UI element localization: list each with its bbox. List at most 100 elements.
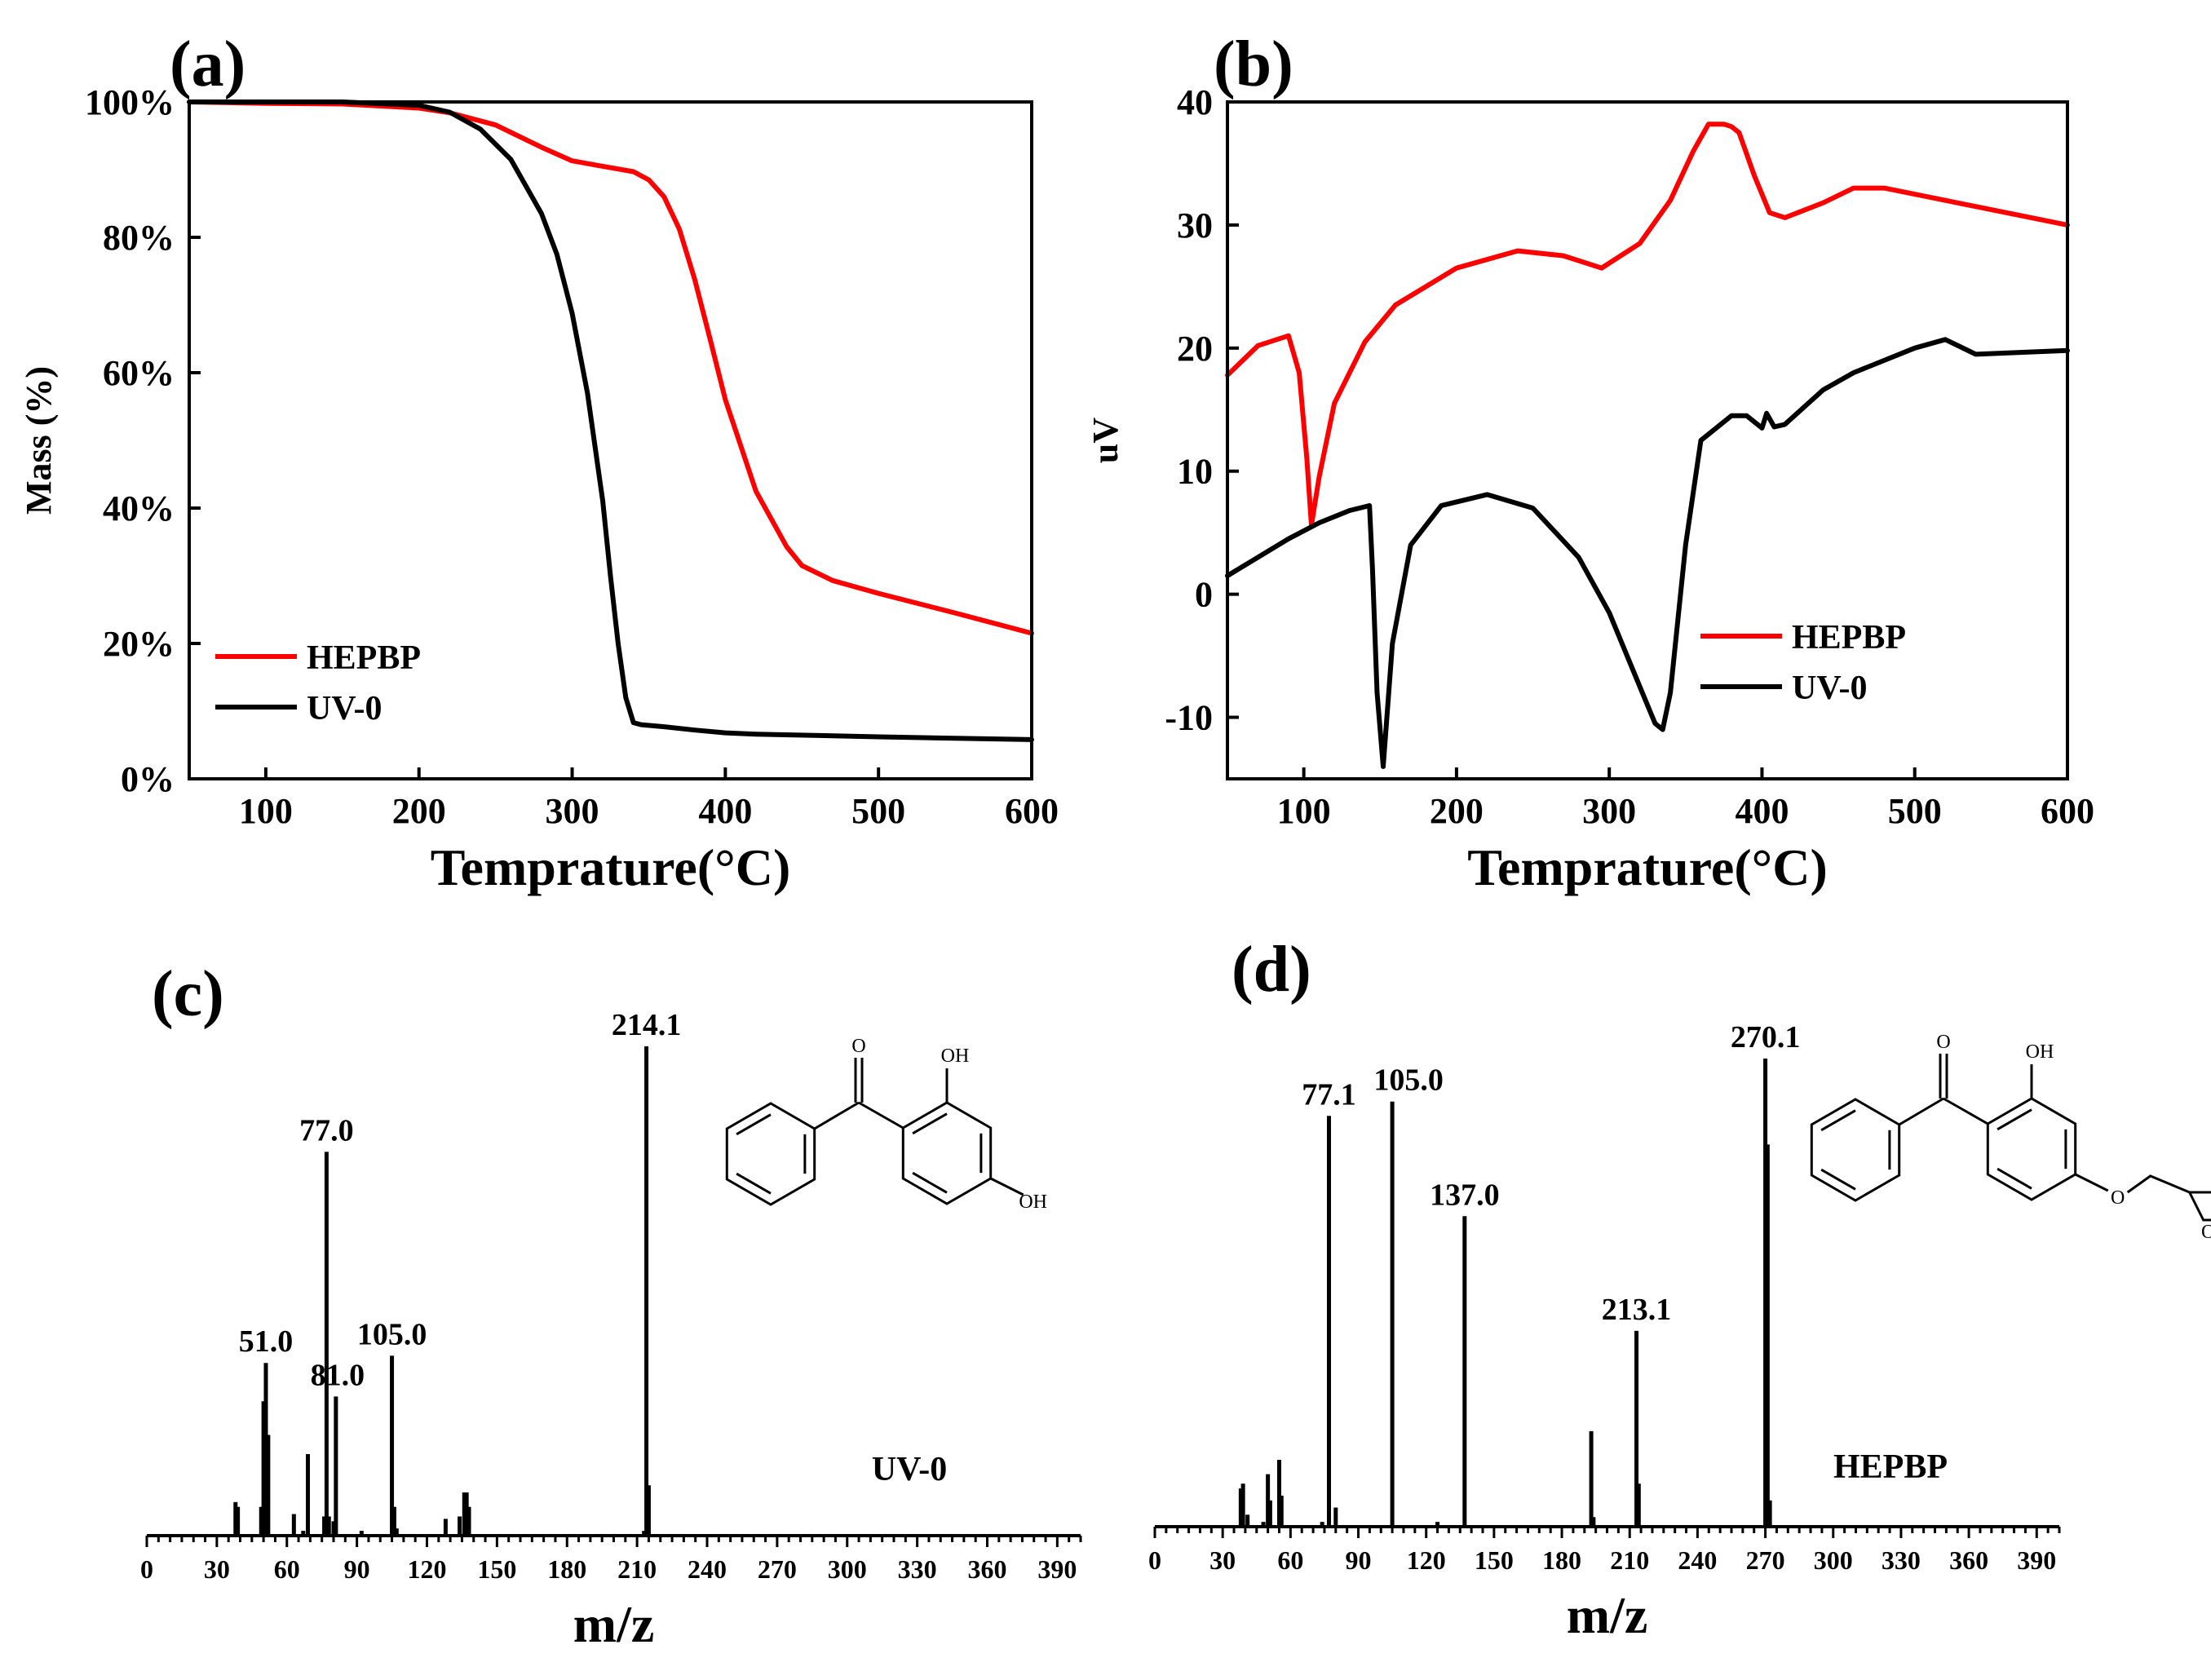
x-tick-label: 200 [392,791,446,831]
x-tick-label: 330 [1882,1545,1921,1575]
peak-label: 105.0 [1373,1063,1444,1098]
panel-label: (c) [152,958,224,1030]
x-tick-label: 120 [408,1554,447,1584]
y-tick-label: 30 [1177,206,1213,245]
sample-label: UV-0 [872,1451,948,1488]
peak-label: 77.0 [299,1113,354,1147]
x-tick-label: 600 [1005,791,1059,831]
panel-a-tga: (a) 100 200 300 400 500 600 0% 20% 40% 60% 80% 100% T… [19,29,1059,896]
y-tick-label: 0% [121,759,175,799]
legend-label-hepbp: HEPBP [1792,619,1906,657]
x-tick-label: 150 [1475,1545,1514,1575]
x-tick-label: 400 [1735,791,1789,831]
x-tick-label: 0 [1148,1545,1161,1575]
x-tick-label: 300 [828,1554,867,1584]
resorcinol-ring-double-bond [912,1112,948,1135]
y-tick-label: -10 [1165,698,1213,738]
panel-label: (a) [170,29,245,100]
phenyl-ring-double-bond [736,1113,772,1136]
x-tick-label: 30 [204,1554,230,1584]
series-line-hepbp [1225,122,2070,528]
y-tick-label: 80% [103,218,175,258]
panel-label: (b) [1214,29,1293,100]
hydroxyl-label: OH [941,1046,970,1067]
x-tick-label: 200 [1430,791,1484,831]
x-tick-label: 270 [1746,1545,1785,1575]
x-tick-label: 240 [688,1554,727,1584]
y-axis-title: uV [1086,418,1125,463]
x-tick-label: 500 [851,791,905,831]
bond [1943,1097,1989,1125]
ether-oxygen-label: O [2111,1187,2125,1209]
x-axis-title: Temprature(°C) [431,838,791,896]
phenyl-ring-double-bond [1820,1168,1856,1191]
panel-c-mass-spectrum: (c) 51.0 77.0 81.0 105.0 214.1 0 30 60 90 120 150 18… [140,958,1082,1653]
legend-label-uv-0: UV-0 [1792,670,1868,707]
resorcinol-ring-double-bond [1997,1108,2032,1131]
x-tick-label: 600 [2041,791,2094,831]
resorcinol-ring [1986,1097,2077,1201]
y-tick-label: 40% [103,489,175,528]
resorcinol-ring-double-bond [1997,1167,2032,1190]
plot-frame [1226,100,2069,780]
bond [813,1101,860,1130]
x-tick-label: 30 [1209,1545,1236,1575]
peak-label: 214.1 [612,1008,682,1042]
bond [858,1101,904,1130]
peak-label: 137.0 [1430,1178,1500,1212]
x-axis-title: m/z [1567,1586,1648,1644]
glycidyl-chain [2126,1174,2191,1194]
x-tick-label: 240 [1678,1545,1717,1575]
series-line-uv-0 [1225,337,2070,769]
x-tick-label: 180 [547,1554,586,1584]
carbonyl-oxygen-label: O [1936,1032,1950,1053]
x-tick-label: 90 [344,1554,370,1584]
hydroxyl-label: OH [2026,1041,2054,1063]
x-tick-label: 390 [1037,1554,1077,1584]
x-tick-label: 100 [1277,791,1331,831]
x-axis-title: m/z [573,1595,655,1653]
peak-label: 270.1 [1731,1020,1801,1054]
y-tick-label: 20% [103,624,175,664]
x-tick-label: 400 [698,791,752,831]
panel-b-dta: (b) 100 200 300 400 500 600 -10 0 10 20 30 40 Temprat… [1086,29,2094,896]
y-tick-label: 0 [1195,575,1213,615]
panel-label: (d) [1232,934,1311,1006]
x-tick-label: 120 [1407,1545,1446,1575]
x-tick-label: 300 [546,791,599,831]
phenyl-ring [725,1102,816,1206]
y-tick-label: 40 [1177,82,1213,122]
peak-label: 213.1 [1602,1293,1672,1327]
x-tick-label: 210 [1610,1545,1649,1575]
y-tick-label: 20 [1177,329,1213,369]
y-tick-label: 100% [85,82,175,122]
sample-label: HEPBP [1833,1448,1948,1486]
peak-label: 77.1 [1302,1077,1356,1112]
x-tick-label: 360 [968,1554,1007,1584]
epoxide-ring [2187,1191,2211,1222]
resorcinol-ring-double-bond [912,1171,948,1194]
epoxide-oxygen-label: O [2201,1222,2211,1243]
x-tick-label: 180 [1542,1545,1581,1575]
carbonyl-oxygen-label: O [851,1036,865,1057]
peak-label: 105.0 [357,1317,427,1351]
phenyl-ring-double-bond [1820,1109,1856,1132]
hydroxyl-label: OH [1019,1191,1047,1213]
peak-label: 81.0 [311,1358,365,1392]
bond [2075,1173,2109,1192]
panel-d-mass-spectrum: (d) 77.1 105.0 137.0 213.1 270.1 0 30 60 90 120 150… [1148,934,2211,1644]
x-tick-label: 100 [239,791,293,831]
x-tick-label: 500 [1888,791,1942,831]
phenyl-ring [1810,1098,1901,1202]
x-tick-label: 270 [758,1554,797,1584]
bond [990,1177,1024,1196]
bond [1898,1097,1944,1126]
y-tick-label: 10 [1177,452,1213,492]
peak-label: 51.0 [239,1324,294,1359]
x-tick-label: 330 [898,1554,937,1584]
x-tick-label: 60 [1277,1545,1303,1575]
series-line-uv-0 [187,99,1034,742]
plot-frame [188,100,1033,780]
y-axis-title: Mass (%) [19,366,59,515]
